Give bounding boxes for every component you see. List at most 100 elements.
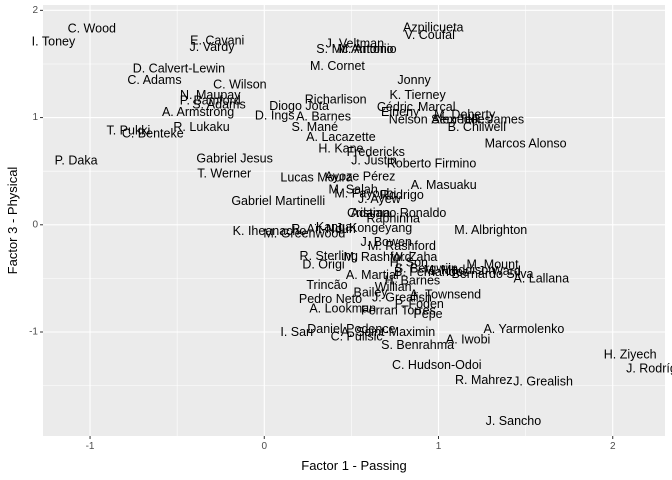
player-label: J. Kongeyang xyxy=(336,221,412,235)
player-label: D. Calvert-Lewin xyxy=(133,61,225,75)
player-label: D. Origi xyxy=(302,257,344,271)
major-gridlines xyxy=(43,5,665,436)
player-label: Willian xyxy=(375,280,412,294)
player-label: H. Son xyxy=(390,255,428,269)
player-label: Roberto Firmino xyxy=(387,157,477,171)
player-label: Cristiano Ronaldo xyxy=(347,206,446,220)
player-label: Pepe xyxy=(413,307,442,321)
player-label: Lucas Moura xyxy=(280,171,352,185)
player-label: M. Salah xyxy=(328,182,377,196)
player-label: Adama xyxy=(351,206,391,220)
x-tick-label: 0 xyxy=(261,441,267,452)
plot-panel xyxy=(43,5,665,436)
player-label: Diogo Jota xyxy=(269,99,329,113)
player-label: A. Yarmolenko xyxy=(483,322,564,336)
player-label: N. Maupay xyxy=(180,88,241,102)
player-label: A. Saint-Maximin xyxy=(341,325,436,339)
player-label: S. Mané xyxy=(292,120,339,134)
player-label: H. Barnes xyxy=(385,274,441,288)
player-label: M. Rashford xyxy=(368,239,436,253)
player-label: J. Bowen xyxy=(361,235,412,249)
player-label: Gabriel Jesus xyxy=(196,151,272,165)
player-label: A. Armstrong xyxy=(162,105,234,119)
player-label: R. Aït-Nouri xyxy=(291,222,356,236)
player-label: A. Barnes xyxy=(296,110,351,124)
player-label: Nelson Semedo xyxy=(389,113,478,127)
x-axis-title: Factor 1 - Passing xyxy=(301,458,407,473)
x-tick-label: 2 xyxy=(610,441,616,452)
player-label: A. Lacazette xyxy=(306,130,376,144)
y-tick-label: 1 xyxy=(32,112,38,123)
y-tick-label: 2 xyxy=(32,5,38,16)
player-label: R. James xyxy=(471,113,524,127)
player-label: J. Justin xyxy=(351,153,397,167)
player-label: Daniel Podence xyxy=(307,322,395,336)
player-label: Marcos Alonso xyxy=(485,136,567,150)
player-label: Bailey xyxy=(354,285,389,299)
y-axis-title: Factor 3 - Physical xyxy=(5,167,20,275)
player-label: M. Mount xyxy=(466,257,519,271)
player-label: B. Fernandes xyxy=(394,265,469,279)
player-label: P. Daka xyxy=(55,153,98,167)
player-label: Ayoze Pérez xyxy=(325,170,396,184)
player-label: Pedro Neto xyxy=(299,292,362,306)
player-label: Richarlison xyxy=(305,92,367,106)
y-tick-label: -1 xyxy=(29,327,38,338)
player-label: Rodrigo xyxy=(380,188,424,202)
player-label: Ferran Torres xyxy=(361,304,436,318)
player-label: E. Cavani xyxy=(190,33,244,47)
x-tick-label: -1 xyxy=(86,441,95,452)
player-label: Jonny xyxy=(397,73,431,87)
player-label: I. Toney xyxy=(32,34,76,48)
player-label: Gabriel Martinelli xyxy=(231,194,325,208)
player-label: S. Bergwijn xyxy=(395,262,458,276)
player-label: I. Sarr xyxy=(280,325,314,339)
player-label: S. Adams xyxy=(192,98,246,112)
player-label: Azpilicueta xyxy=(403,21,463,35)
player-label: J. Grealish xyxy=(513,374,573,388)
player-label: Marçal xyxy=(418,100,456,114)
player-label: Cédric xyxy=(377,100,413,114)
player-label: B. Chilwell xyxy=(448,120,506,134)
x-axis-ticks: -1 0 1 2 xyxy=(86,436,616,452)
player-label: Trincão xyxy=(306,278,347,292)
player-label: Raphinha xyxy=(366,211,420,225)
player-label: J. Sancho xyxy=(486,414,542,428)
player-label: A. Lookman xyxy=(309,301,376,315)
player-label: C. Wilson xyxy=(213,77,267,91)
player-label: S. Mc Antonio xyxy=(316,42,393,56)
player-label: S. Benrahma xyxy=(381,338,454,352)
player-label: A. Masuaku xyxy=(411,178,477,192)
player-label: H. Kane xyxy=(318,142,363,156)
player-label: J. Ayew xyxy=(358,192,402,206)
player-label: Bernardo Silva xyxy=(452,267,534,281)
y-axis-ticks: -1 0 1 2 xyxy=(29,5,43,338)
player-label: C. Wood xyxy=(68,22,116,36)
player-label: M. Greenwood xyxy=(263,226,345,240)
player-label: R. Lukaku xyxy=(173,120,229,134)
player-label: H. Ziyech xyxy=(604,348,657,362)
player-label: V. Coufal xyxy=(405,28,455,42)
player-label: P. Foden xyxy=(395,297,444,311)
player-label: T. Pukki xyxy=(106,123,150,137)
player-label: A. Lallana xyxy=(513,271,569,285)
player-label: C. Hudson-Odoi xyxy=(392,358,482,372)
player-label: Kanga xyxy=(316,220,352,234)
player-label: P. Bamford xyxy=(180,93,241,107)
player-label: R. Mahrez xyxy=(455,373,513,387)
player-label: D. Ings xyxy=(255,108,295,122)
player-label: M. Doherty xyxy=(434,107,496,121)
player-label: J. Ward xyxy=(478,264,521,278)
player-label: J. Grealish xyxy=(372,291,432,305)
player-label: M. Fayoubi xyxy=(334,187,396,201)
player-label: A. Iwobi xyxy=(446,333,490,347)
player-label: C. Adams xyxy=(127,73,181,87)
player-label: M. Rashford xyxy=(343,250,411,264)
x-tick-label: 1 xyxy=(436,441,442,452)
player-label: J. Veltman xyxy=(326,37,384,51)
player-label: W. Zaha xyxy=(391,250,438,264)
player-label: J. Rodríguez xyxy=(626,361,672,375)
player-label: C. Benteke xyxy=(122,127,184,141)
